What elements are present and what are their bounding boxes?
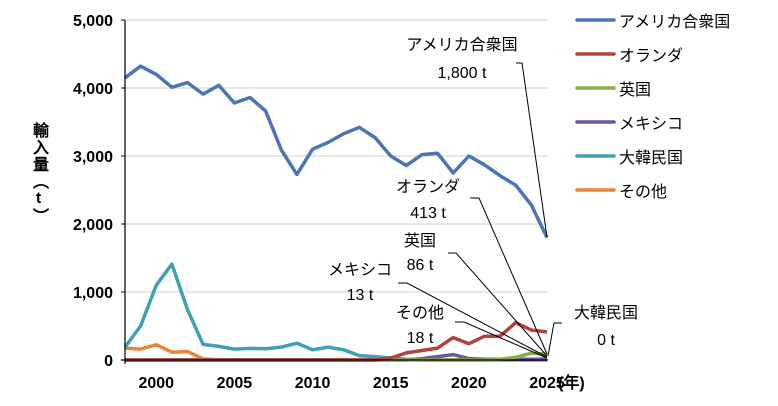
- y-tick-label: 4,000: [73, 81, 113, 98]
- annotation-label: メキシコ: [328, 262, 392, 279]
- annotations: アメリカ合衆国 1,800 t オランダ 413 t 英国 86 t メキシコ 13 t その他…: [328, 36, 638, 349]
- annotation-label: 大韓民国: [574, 304, 638, 322]
- annotation-value: 13 t: [347, 287, 374, 304]
- x-tick-label: 2005: [217, 375, 253, 392]
- x-axis-label: (年): [558, 373, 585, 392]
- x-tick-label: 2010: [295, 375, 331, 392]
- leader-line: [398, 282, 548, 358]
- annotation-value: 1,800 t: [438, 65, 487, 82]
- series-lines: [123, 64, 549, 362]
- annotation-value: 0 t: [597, 332, 615, 349]
- y-tick-label: 5,000: [73, 13, 113, 30]
- legend-label: 大韓民国: [619, 149, 683, 167]
- y-tick-label: 1,000: [73, 285, 113, 302]
- x-tick-label: 2025: [529, 375, 565, 392]
- annotation-value: 18 t: [407, 330, 434, 347]
- y-axis-label: 輸入量（t）: [30, 122, 47, 225]
- leader-line: [516, 62, 548, 238]
- x-tick-label: 2000: [138, 375, 174, 392]
- legend-label: メキシコ: [619, 116, 683, 133]
- leader-line: [547, 322, 562, 357]
- y-tick-label: 0: [104, 353, 113, 370]
- leader-line: [455, 321, 548, 359]
- series-line-アメリカ合衆国: [123, 64, 549, 239]
- legend-label: オランダ: [619, 47, 683, 65]
- annotation-label: アメリカ合衆国: [406, 36, 517, 54]
- annotation-label: オランダ: [396, 178, 460, 196]
- y-tick-label: 2,000: [73, 217, 113, 234]
- x-tick-labels: 2000 2005 2010 2015 2020 2025: [138, 375, 564, 392]
- series-line-オランダ: [125, 320, 548, 362]
- legend-label: 英国: [619, 81, 651, 99]
- x-tick-label: 2015: [373, 375, 409, 392]
- annotation-value: 413 t: [410, 205, 446, 222]
- gridlines: [121, 19, 548, 361]
- annotation-label: 英国: [404, 232, 436, 250]
- leader-line: [470, 197, 548, 355]
- legend-label: アメリカ合衆国: [619, 13, 730, 31]
- leader-line: [448, 252, 548, 357]
- x-tick-label: 2020: [451, 375, 487, 392]
- annotation-label: その他: [396, 304, 444, 322]
- legend-label: その他: [619, 183, 667, 201]
- y-tick-labels: 0 1,000 2,000 3,000 4,000 5,000: [73, 13, 113, 370]
- y-tick-label: 3,000: [73, 149, 113, 166]
- annotation-value: 86 t: [407, 257, 434, 274]
- annotation-leader-lines: [398, 62, 562, 359]
